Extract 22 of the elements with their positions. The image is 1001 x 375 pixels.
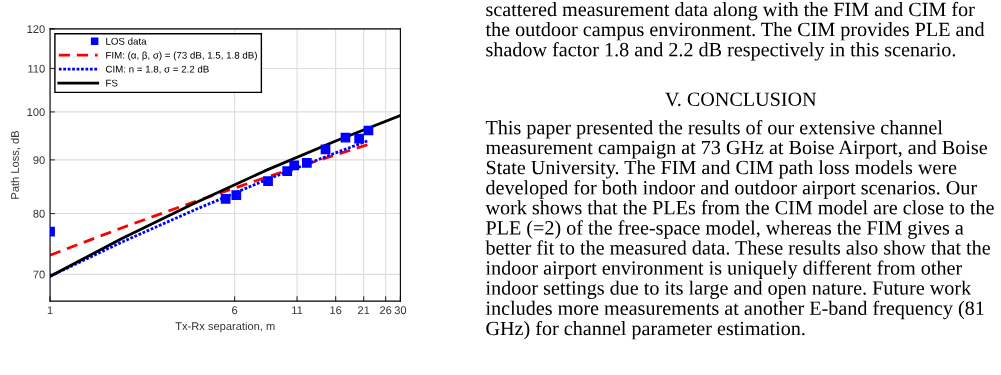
legend-label: FIM: (α, β, σ) = (73 dB, 1.5, 1.8 dB) (106, 51, 257, 61)
x-tick-label: 30 (394, 306, 407, 315)
x-tick-label: 21 (358, 306, 370, 315)
y-axis-title: Path Loss, dB (10, 131, 21, 199)
x-tick-label: 11 (292, 306, 303, 315)
y-tick-label: 100 (27, 108, 45, 117)
x-tick-label: 26 (380, 306, 392, 315)
legend-label: FS (106, 79, 118, 87)
y-tick-label: 110 (28, 64, 45, 73)
text: V. CONCLUSION (665, 92, 817, 107)
legend-label: LOS data (106, 37, 147, 45)
x-tick-label: 6 (232, 306, 238, 315)
y-tick-label: 120 (27, 25, 45, 34)
y-tick-label: 80 (33, 209, 45, 218)
y-tick-label: 90 (33, 156, 45, 165)
x-tick-label: 1 (47, 306, 53, 315)
legend-label: CIM: n = 1.8, σ = 2.2 dB (105, 65, 209, 74)
y-tick-label: 70 (33, 270, 45, 279)
x-axis-title: Tx-Rx separation, m (175, 321, 275, 333)
text: scattered measurement data along with the FIM and CIM for the outdoor campus environment. The CIM provides PLE and shadow factor 1.8 and 2.2 dB respectively in this scenario. (485, 1, 985, 61)
text: This paper presented the results of our extensive channel measurement campaign at 73 GHz at Boise Airport, and Boise State University. The FIM and CIM path loss models were developed for both indoor and outdoor airport scenarios. Our work shows that the PLEs from the CIM model are close to the PLE (=2) of the free-space model, whereas the FIM gives a better fit to the measured data. These results also show that the indoor airport environment is uniquely different from other indoor settings due to its large and open nature. Future work includes more measurements at another E-band frequency (81 GHz) for channel parameter estimation. (485, 120, 994, 340)
x-tick-label: 16 (330, 306, 342, 315)
